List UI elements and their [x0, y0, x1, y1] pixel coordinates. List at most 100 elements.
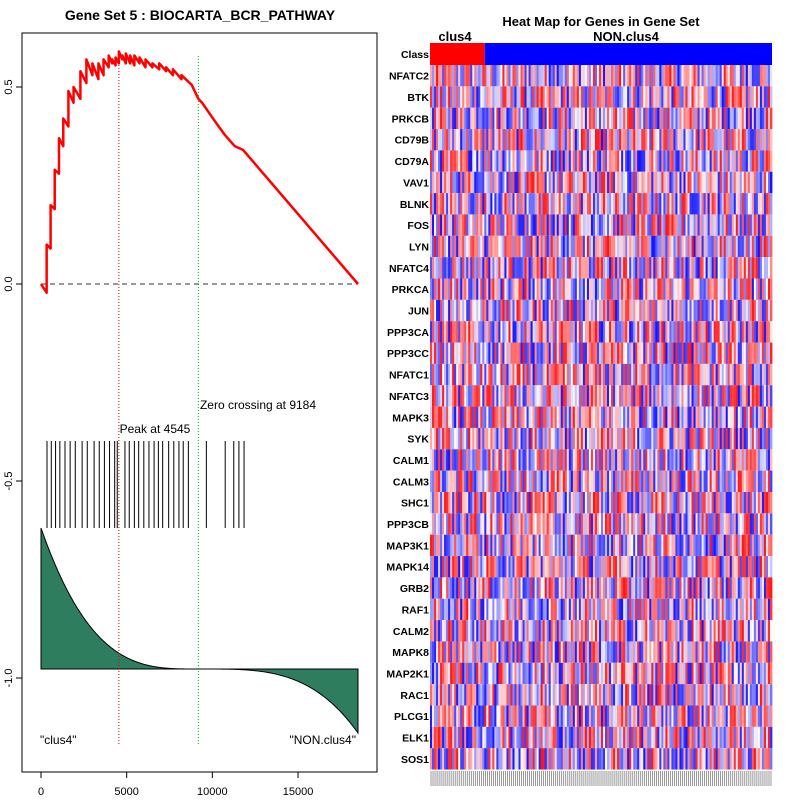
heatmap-cell — [647, 385, 650, 407]
heatmap-cell — [432, 427, 435, 450]
heatmap-cell — [675, 577, 678, 599]
heatmap-cell — [550, 363, 554, 386]
heatmap-cell — [741, 556, 745, 578]
heatmap-cell — [661, 107, 664, 130]
heatmap-cell — [458, 65, 461, 87]
heatmap-cell — [456, 513, 459, 535]
heatmap-cell — [683, 150, 686, 172]
heatmap-cell — [490, 385, 493, 407]
heatmap-cell — [528, 278, 531, 300]
heatmap-cell — [538, 214, 542, 236]
heatmap-cell — [534, 321, 538, 343]
heatmap-cell — [494, 257, 497, 279]
heatmap-cell — [685, 193, 688, 215]
heatmap-cell — [538, 257, 542, 279]
heatmap-cell — [769, 107, 773, 130]
heatmap-cell — [629, 556, 632, 578]
heatmap-cell — [596, 363, 600, 386]
heatmap-cell — [695, 427, 698, 450]
heatmap-cell — [536, 193, 540, 215]
heatmap-cell — [725, 492, 729, 514]
heatmap-cell — [478, 342, 481, 364]
heatmap-cell — [432, 214, 435, 236]
heatmap-cell — [594, 620, 598, 642]
heatmap-cell — [689, 342, 692, 364]
heatmap-cell — [713, 257, 717, 279]
heatmap-cell — [673, 620, 676, 642]
heatmap-cell — [673, 86, 676, 108]
heatmap-cell — [753, 299, 757, 322]
heatmap-cell — [526, 556, 529, 578]
heatmap-cell — [631, 513, 634, 535]
heatmap-cell — [723, 620, 727, 642]
heatmap-cell — [605, 406, 608, 428]
heatmap-cell — [562, 321, 566, 343]
heatmap-cell — [763, 492, 767, 514]
heatmap-cell — [516, 214, 519, 236]
heatmap-cell — [462, 641, 465, 663]
heatmap-cell — [482, 235, 485, 258]
heatmap-cell — [705, 86, 709, 108]
heatmap-cell — [536, 171, 540, 194]
heatmap-cell — [605, 342, 608, 364]
heatmap-cell — [693, 620, 696, 642]
heatmap-cell — [763, 641, 767, 663]
heatmap-cell — [534, 171, 538, 194]
heatmap-cell — [685, 86, 688, 108]
heatmap-cell — [705, 257, 709, 279]
heatmap-cell — [564, 577, 568, 599]
heatmap-cell — [641, 257, 644, 279]
heatmap-cell — [635, 385, 638, 407]
heatmap-cell — [691, 299, 694, 322]
heatmap-cell — [436, 321, 439, 343]
heatmap-cell — [496, 577, 499, 599]
heatmap-cell — [564, 278, 568, 300]
heatmap-cell — [711, 342, 715, 364]
heatmap-cell — [480, 150, 483, 172]
heatmap-cell — [568, 363, 572, 386]
heatmap-cell — [490, 662, 493, 685]
heatmap-cell — [544, 321, 548, 343]
heatmap-cell — [518, 385, 521, 407]
heatmap-cell — [733, 171, 737, 194]
heatmap-cell — [458, 129, 461, 151]
heatmap-cell — [480, 278, 483, 300]
heatmap-cell — [751, 598, 755, 621]
heatmap-cell — [601, 278, 604, 300]
heatmap-cell — [434, 427, 437, 450]
heatmap-cell — [478, 641, 481, 663]
heatmap-cell — [667, 556, 670, 578]
heatmap-cell — [683, 662, 686, 685]
heatmap-cell — [506, 492, 509, 514]
heatmap-cell — [456, 492, 459, 514]
heatmap-cell — [508, 427, 511, 450]
heatmap-cell — [605, 193, 608, 215]
heatmap-cell — [456, 65, 459, 87]
heatmap-cell — [430, 150, 433, 172]
heatmap-cell — [731, 641, 735, 663]
heatmap-cell — [711, 150, 715, 172]
heatmap-cell — [528, 662, 531, 685]
heatmap-cell — [685, 235, 688, 258]
heatmap-cell — [717, 65, 721, 87]
heatmap-cell — [663, 620, 666, 642]
heatmap-cell — [739, 641, 743, 663]
heatmap-cell — [675, 171, 678, 194]
heatmap-cell — [546, 620, 550, 642]
heatmap-cell — [564, 363, 568, 386]
heatmap-cell — [594, 641, 598, 663]
heatmap-cell — [637, 641, 640, 663]
heatmap-cell — [458, 321, 461, 343]
heatmap-cell — [725, 427, 729, 450]
heatmap-cell — [661, 235, 664, 258]
heatmap-cell — [627, 129, 630, 151]
heatmap-cell — [677, 299, 680, 322]
heatmap-cell — [721, 513, 725, 535]
heatmap-cell — [653, 171, 656, 194]
heatmap-cell — [556, 65, 560, 87]
heatmap-cell — [514, 427, 517, 450]
heatmap-cell — [508, 598, 511, 621]
heatmap-cell — [460, 534, 463, 557]
heatmap-cell — [446, 513, 449, 535]
heatmap-cell — [454, 406, 457, 428]
